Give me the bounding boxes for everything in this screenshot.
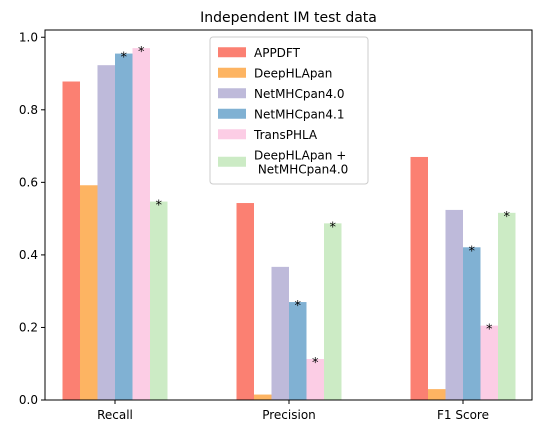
significance-star: *: [469, 244, 476, 259]
significance-star: *: [504, 210, 511, 225]
bar-deephlapan-recall: [80, 185, 98, 400]
y-tick-label: 1.0: [19, 30, 38, 44]
x-tick-label: F1 Score: [437, 408, 489, 422]
legend-swatch: [218, 108, 246, 119]
legend-label: NetMHCpan4.0: [254, 163, 348, 177]
legend-label: TransPHLA: [253, 128, 318, 142]
legend-label: DeepHLApan +: [254, 149, 346, 163]
significance-star: *: [156, 199, 163, 214]
legend-swatch: [218, 88, 246, 99]
significance-star: *: [486, 323, 493, 338]
legend: APPDFT DeepHLApan NetMHCpan4.0 NetMHCpan4.1…: [209, 36, 369, 185]
y-tick-label: 0.0: [19, 393, 38, 407]
significance-star: *: [121, 51, 128, 66]
bar-transphla-precision: [306, 359, 324, 400]
bar-transphla-f1-score: [480, 325, 498, 400]
legend-box: [209, 36, 369, 185]
significance-star: *: [312, 356, 319, 371]
chart-title: Independent IM test data: [200, 10, 377, 26]
x-tick-label: Precision: [262, 408, 316, 422]
significance-star: *: [330, 220, 337, 235]
bar-netmhcpan4-1-precision: [289, 302, 307, 400]
legend-label: NetMHCpan4.1: [254, 108, 344, 122]
legend-swatch: [218, 129, 246, 140]
y-tick-label: 0.2: [19, 320, 38, 334]
bar-appdft-f1-score: [410, 156, 428, 400]
significance-star: *: [295, 299, 302, 314]
x-tick-label: Recall: [97, 408, 133, 422]
legend-swatch: [218, 156, 246, 167]
legend-swatch: [218, 47, 246, 58]
bars-group: [62, 48, 516, 401]
bar-deephlapan-netmhcpan4-0-precision: [324, 223, 342, 400]
legend-label: DeepHLApan: [254, 67, 332, 81]
legend-label: APPDFT: [254, 46, 301, 60]
bar-netmhcpan4-1-f1-score: [463, 247, 481, 400]
bar-appdft-precision: [236, 203, 254, 400]
y-tick-label: 0.8: [19, 103, 38, 117]
bar-transphla-recall: [132, 48, 150, 400]
bar-deephlapan-netmhcpan4-0-f1-score: [498, 212, 516, 400]
bar-netmhcpan4-0-precision: [271, 266, 289, 400]
bar-netmhcpan4-0-recall: [97, 65, 115, 400]
bar-deephlapan-precision: [254, 394, 272, 400]
y-tick-label: 0.4: [19, 248, 38, 262]
significance-star: *: [138, 45, 145, 60]
axes-group: 0.0 0.2 0.4 0.6 0.8 1.0 Recall Precision F1 Scor…: [19, 29, 533, 422]
bar-netmhcpan4-0-f1-score: [445, 209, 463, 400]
bar-deephlapan-f1-score: [428, 389, 446, 400]
bar-deephlapan-netmhcpan4-0-recall: [150, 201, 168, 400]
legend-label: NetMHCpan4.0: [254, 87, 344, 101]
bar-appdft-recall: [62, 81, 80, 401]
y-tick-label: 0.6: [19, 175, 38, 189]
bar-netmhcpan4-1-recall: [115, 53, 133, 400]
significance-stars-group: * * * * * * * * *: [121, 45, 511, 371]
legend-swatch: [218, 67, 246, 78]
